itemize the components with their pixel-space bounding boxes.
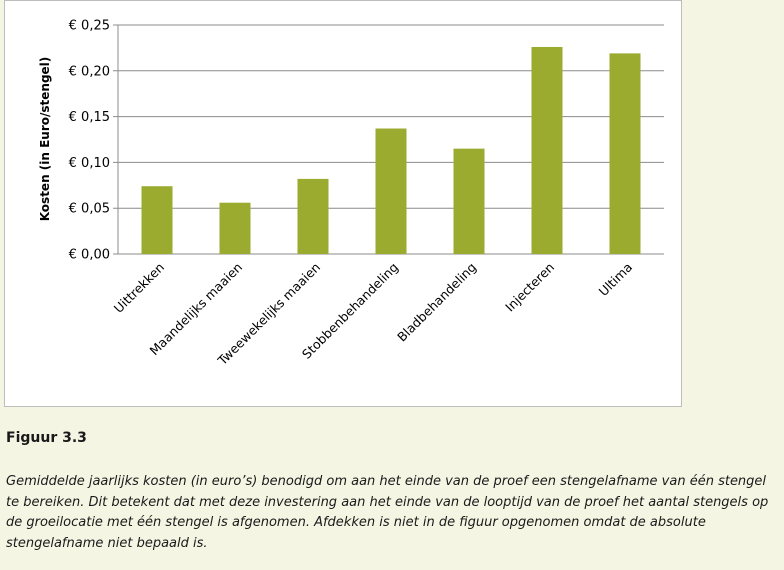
bar <box>609 53 641 255</box>
y-axis-title: Kosten (in Euro/stengel) <box>38 57 52 222</box>
y-tick-label: € 0,10 <box>69 156 110 171</box>
x-tick-label: Ultima <box>596 260 635 299</box>
x-tick-label: Uittrekken <box>111 260 167 316</box>
x-tick-label: Injecteren <box>502 260 557 315</box>
bar <box>141 186 173 254</box>
bar <box>375 128 407 254</box>
y-tick-label: € 0,15 <box>69 110 110 125</box>
bar <box>297 178 329 254</box>
bar <box>453 148 485 254</box>
y-axis-ticks: € 0,00 € 0,05 € 0,10 € 0,15 € 0,20 € 0,25 <box>69 19 110 263</box>
y-tick-label: € 0,20 <box>69 64 110 79</box>
y-tick-label: € 0,25 <box>69 19 110 34</box>
y-tick-label: € 0,00 <box>69 248 110 263</box>
bar <box>531 46 563 254</box>
bars <box>141 46 641 255</box>
x-tick-label: Bladbehandeling <box>394 260 479 345</box>
bar <box>219 202 251 254</box>
figure-caption: Gemiddelde jaarlijks kosten (in euro’s) … <box>6 474 769 551</box>
y-tick-label: € 0,05 <box>69 202 110 217</box>
bar-chart: € 0,00 € 0,05 € 0,10 € 0,15 € 0,20 € 0,25 Uit… <box>38 19 664 369</box>
figure-label: Figuur 3.3 <box>6 430 87 446</box>
chart-frame: € 0,00 € 0,05 € 0,10 € 0,15 € 0,20 € 0,25 Uit… <box>4 0 682 407</box>
